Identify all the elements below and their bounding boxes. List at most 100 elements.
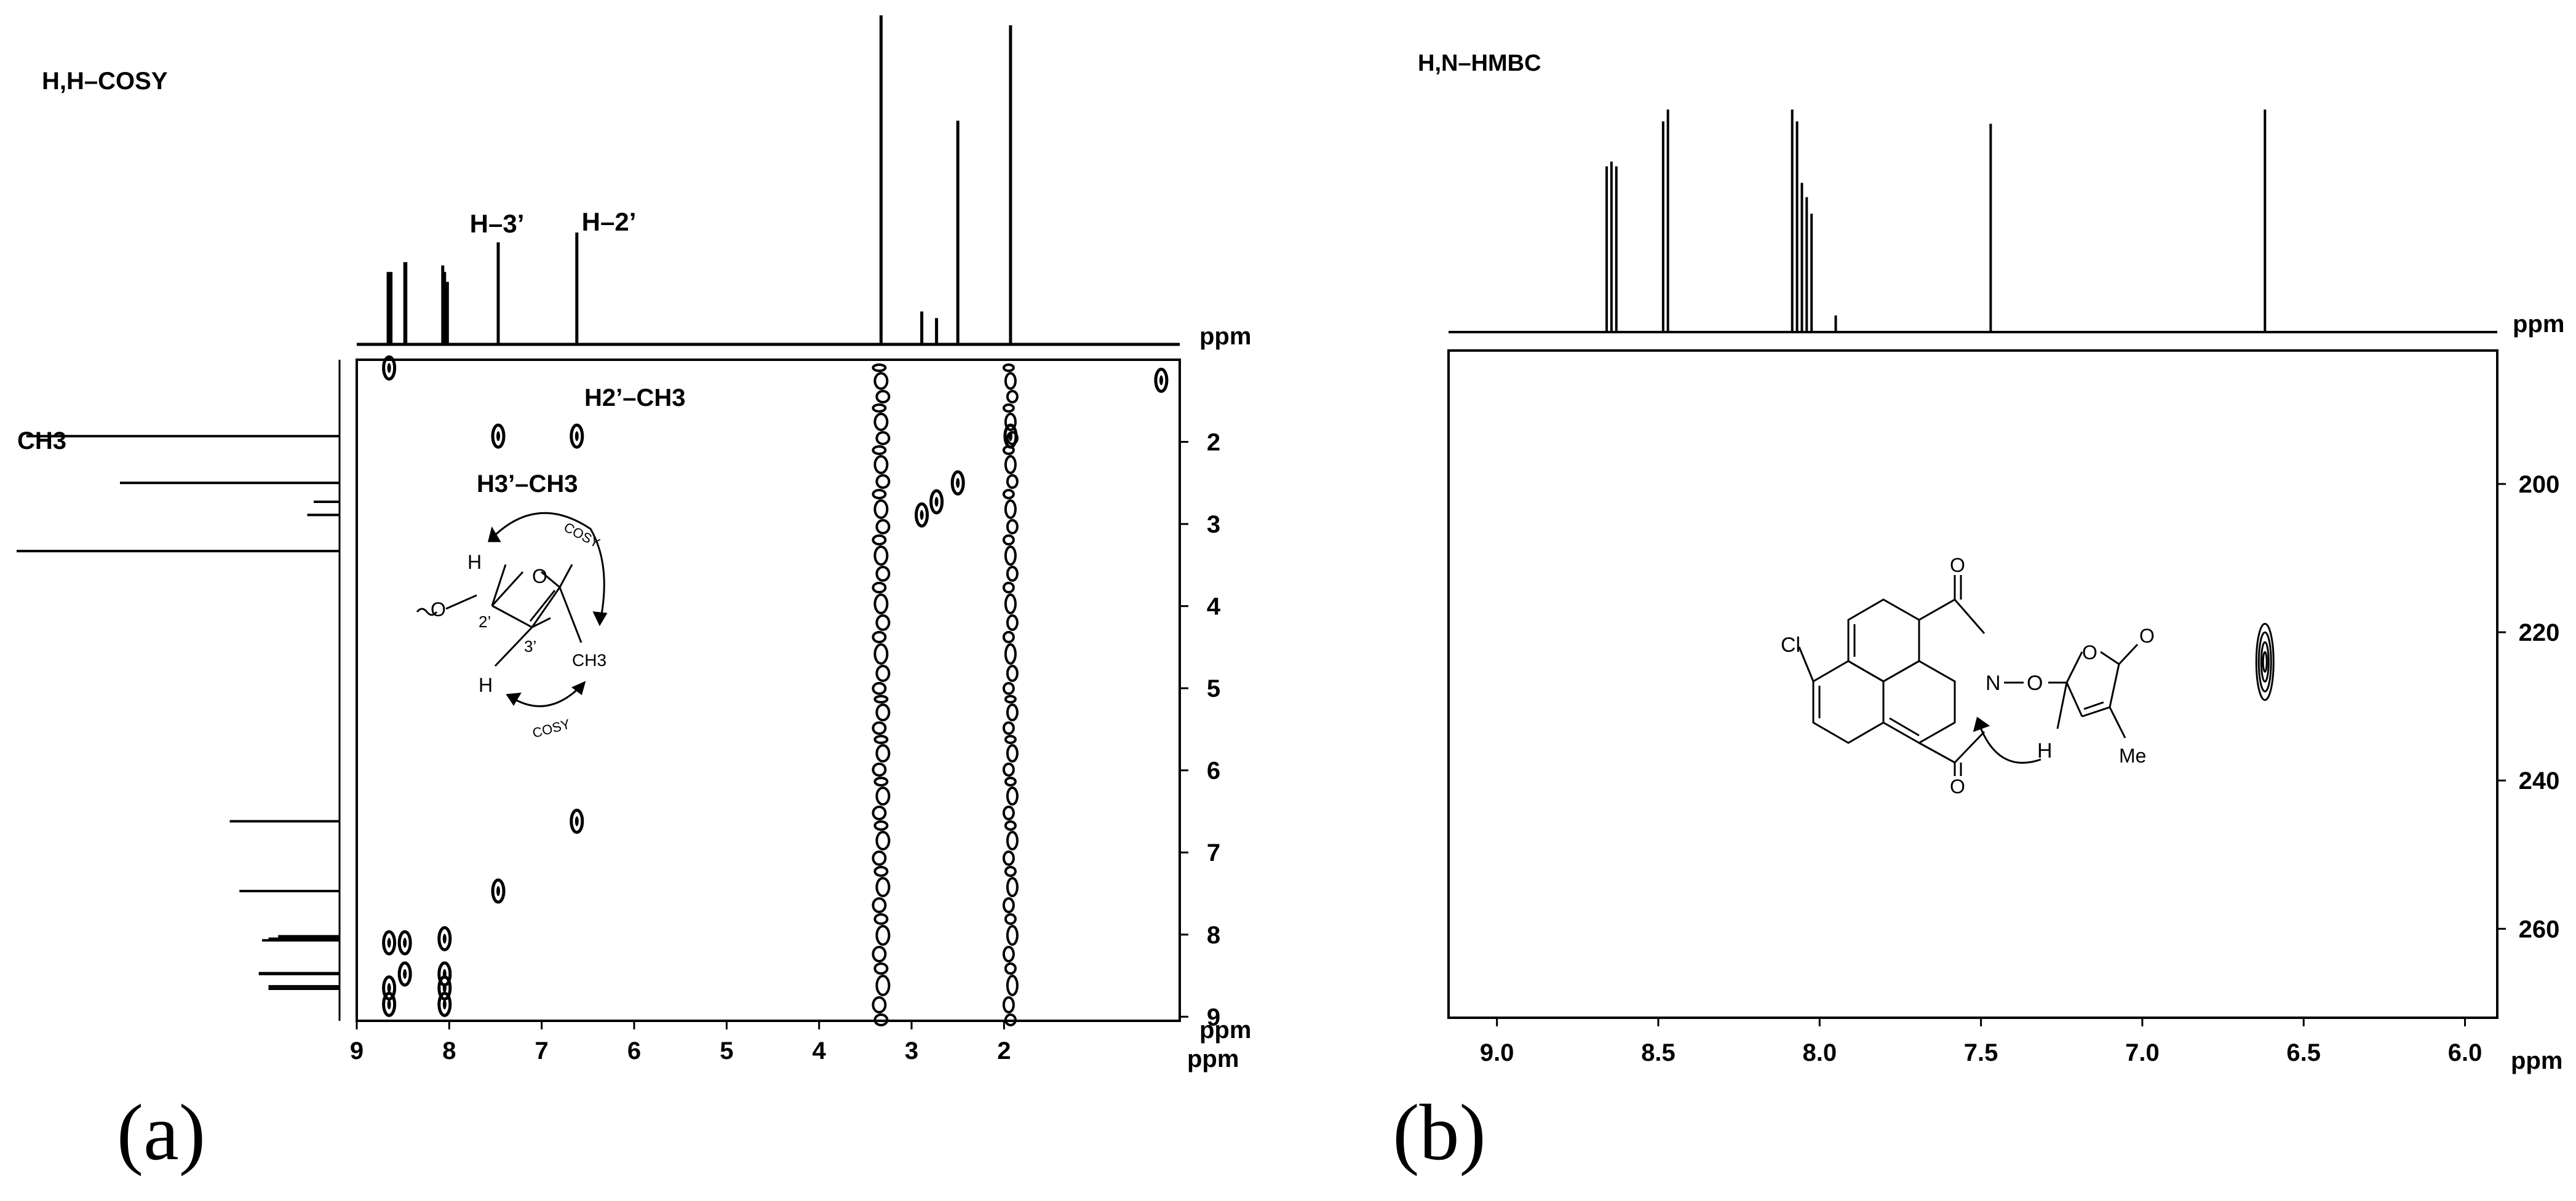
streak-contour bbox=[1004, 777, 1017, 787]
streak-contour bbox=[1002, 721, 1015, 735]
y-tick-label: 5 bbox=[1207, 675, 1220, 702]
panel-b-cross-peaks bbox=[2255, 622, 2275, 701]
streak-contour bbox=[1004, 593, 1017, 614]
cross-peak-core bbox=[442, 933, 447, 944]
cross-peak bbox=[929, 489, 944, 515]
cross-peak bbox=[382, 355, 397, 381]
streak-contour bbox=[872, 996, 887, 1013]
panel-a-y-axis: 2 3 4 5 6 7 8 9 bbox=[1180, 429, 1221, 1031]
streak-contour bbox=[875, 704, 891, 721]
x-tick-label: 9 bbox=[350, 1037, 364, 1064]
streak-contour bbox=[1004, 455, 1017, 474]
top-spectrum-trace bbox=[357, 15, 1180, 346]
streak-contour bbox=[1004, 866, 1017, 877]
cross-peak-core bbox=[574, 816, 579, 826]
atom-me: Me bbox=[2119, 745, 2146, 767]
y-tick-label: 7 bbox=[1207, 839, 1220, 866]
top-spectrum-ppm-label: ppm bbox=[2513, 311, 2564, 338]
cross-peak bbox=[1154, 367, 1169, 393]
cross-peak-core bbox=[1008, 431, 1012, 442]
imide-bond bbox=[1954, 731, 1986, 764]
annotation-h3-ch3: H3’–CH3 bbox=[477, 470, 578, 497]
streak-contour bbox=[1002, 363, 1015, 372]
cross-peak-core bbox=[403, 938, 407, 948]
streak-contour bbox=[875, 390, 891, 403]
atom-n: N bbox=[1986, 672, 2001, 695]
streak-contour bbox=[872, 682, 887, 695]
streak-contour bbox=[873, 913, 889, 925]
imide-bond bbox=[1918, 742, 1955, 764]
streak-contour bbox=[1006, 744, 1019, 763]
cross-peak bbox=[382, 930, 397, 956]
y-tick-label: 9 bbox=[1207, 1004, 1220, 1031]
cross-peak-core bbox=[387, 999, 391, 1010]
streak-contour bbox=[875, 431, 891, 445]
streak-contour bbox=[1006, 925, 1019, 946]
cross-peak-core bbox=[920, 510, 924, 520]
cosy-arrow-top bbox=[488, 512, 605, 625]
y-tick-label: 200 bbox=[2519, 471, 2560, 498]
cross-peak bbox=[437, 991, 452, 1017]
streak-contour bbox=[875, 519, 891, 534]
streak-contour bbox=[1006, 877, 1019, 897]
ring-double-bond bbox=[2083, 701, 2104, 710]
streak-contour bbox=[1004, 545, 1017, 566]
streak-contour bbox=[1006, 975, 1019, 996]
streak-contour bbox=[872, 445, 887, 455]
streak-contour bbox=[872, 721, 887, 735]
panel-a-label: (a) bbox=[117, 1088, 205, 1177]
streak-contour bbox=[1002, 489, 1015, 499]
streak-contour bbox=[873, 593, 889, 614]
streak-contour bbox=[872, 582, 887, 593]
locant-3: 3’ bbox=[524, 637, 536, 656]
top-spectrum-ppm-label: ppm bbox=[1199, 323, 1251, 350]
ring-left bbox=[1812, 660, 1885, 744]
x-tick-label: 8.0 bbox=[1803, 1039, 1837, 1066]
atom-o: O bbox=[431, 598, 446, 620]
streak-contour bbox=[873, 735, 889, 744]
x-tick-label: 9.0 bbox=[1480, 1039, 1514, 1066]
left-spectrum-peaks bbox=[17, 435, 340, 990]
streak-contour bbox=[1002, 582, 1015, 593]
atom-o-carbonyl: O bbox=[2139, 625, 2155, 647]
top-spectrum-trace bbox=[1449, 109, 2497, 333]
streak-contour bbox=[1004, 499, 1017, 519]
panel-a-y-axis-label: ppm bbox=[1199, 1017, 1251, 1044]
streak-contour bbox=[875, 614, 891, 631]
streak-contour bbox=[872, 897, 887, 913]
streak-contour bbox=[1002, 897, 1015, 913]
panel-a-x-axis: 9 8 7 6 5 4 3 2 bbox=[350, 1021, 1011, 1064]
arrowhead bbox=[571, 681, 586, 696]
cross-peak-core bbox=[387, 363, 391, 373]
annotation-h2-ch3: H2’–CH3 bbox=[584, 384, 686, 411]
y-tick-label: 240 bbox=[2519, 767, 2560, 795]
panel-a-solvent-streaks bbox=[872, 363, 1019, 1026]
atom-o-ring: O bbox=[2082, 641, 2097, 664]
streak-contour bbox=[875, 744, 891, 763]
bond bbox=[494, 626, 533, 667]
ring-bond bbox=[2065, 651, 2083, 683]
atom-o-top: O bbox=[1950, 554, 1965, 576]
cross-peak-core bbox=[1159, 375, 1163, 386]
panel-b-label: (b) bbox=[1393, 1088, 1486, 1177]
x-tick-label: 8.5 bbox=[1641, 1039, 1676, 1066]
panel-b-y-axis: 200 220 240 260 bbox=[2497, 471, 2559, 943]
cross-peak-core bbox=[496, 431, 501, 442]
cl-bond bbox=[1798, 646, 1815, 682]
streak-contour bbox=[873, 545, 889, 566]
streak-contour bbox=[1004, 913, 1017, 925]
x-tick-label: 5 bbox=[720, 1037, 733, 1064]
x-tick-label: 2 bbox=[997, 1037, 1011, 1064]
cross-peak-contour bbox=[2262, 651, 2268, 673]
cross-peak bbox=[915, 502, 929, 528]
y-tick-label: 260 bbox=[2519, 916, 2560, 943]
cross-peak bbox=[382, 975, 397, 1001]
x-tick-label: 7.0 bbox=[2125, 1039, 2160, 1066]
cross-peak-core bbox=[934, 497, 939, 507]
streak-contour bbox=[1006, 787, 1019, 806]
panel-b-structure bbox=[1798, 575, 2139, 776]
streak-contour bbox=[1002, 806, 1015, 820]
h-bond bbox=[2056, 682, 2068, 729]
streak-contour bbox=[873, 866, 889, 877]
